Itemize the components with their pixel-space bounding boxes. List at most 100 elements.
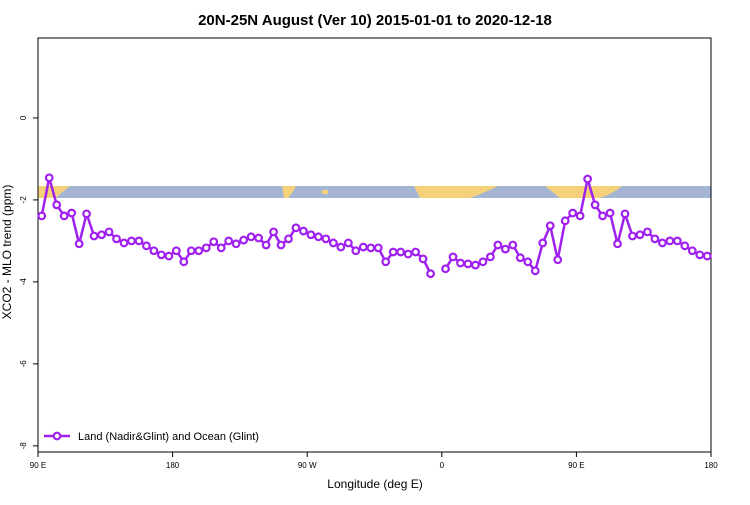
- data-point: [396, 247, 406, 257]
- data-point: [336, 242, 346, 252]
- data-point: [306, 230, 316, 240]
- data-point: [179, 257, 189, 267]
- data-point: [82, 209, 92, 219]
- y-tick-label: 0: [19, 115, 28, 120]
- x-tick-label: 180: [166, 461, 180, 470]
- data-point: [478, 257, 488, 267]
- data-point: [418, 254, 428, 264]
- map-strip: [38, 186, 711, 198]
- data-point: [201, 243, 211, 253]
- data-point: [665, 236, 675, 246]
- data-point: [239, 235, 249, 245]
- data-point: [358, 242, 368, 252]
- legend-label: Land (Nadir&Glint) and Ocean (Glint): [78, 431, 259, 443]
- data-point: [284, 234, 293, 244]
- data-point: [680, 241, 690, 251]
- data-point: [104, 227, 114, 237]
- data-point: [97, 230, 106, 240]
- data-point: [74, 239, 84, 249]
- x-tick-label: 90 E: [568, 461, 584, 470]
- data-point: [261, 240, 271, 250]
- data-point: [276, 240, 286, 250]
- y-tick-label: -8: [19, 442, 28, 450]
- data-point: [112, 234, 121, 244]
- data-point: [687, 246, 697, 256]
- data-point: [568, 208, 578, 218]
- data-point: [456, 258, 465, 268]
- data-point: [545, 221, 555, 231]
- data-point: [343, 238, 353, 248]
- data-point: [702, 251, 712, 261]
- data-point: [628, 231, 637, 241]
- data-point: [156, 250, 166, 260]
- data-point: [127, 236, 136, 246]
- data-point: [224, 236, 234, 246]
- data-point: [575, 211, 585, 221]
- y-tick-label: -6: [19, 360, 28, 368]
- x-tick-label: 180: [704, 461, 718, 470]
- legend: Land (Nadir&Glint) and Ocean (Glint): [44, 431, 259, 443]
- data-point: [590, 200, 600, 210]
- y-tick-label: -4: [19, 278, 28, 286]
- data-point: [351, 246, 361, 256]
- plot-frame: [37, 37, 712, 453]
- data-point: [620, 209, 630, 219]
- x-tick-label: 0: [440, 461, 445, 470]
- y-tick-label: -2: [19, 196, 28, 204]
- data-point: [44, 173, 54, 183]
- data-point: [89, 231, 99, 241]
- data-point: [37, 211, 47, 221]
- data-point: [216, 243, 226, 253]
- data-point: [426, 269, 435, 279]
- data-point: [171, 246, 181, 256]
- x-tick-label: 90 W: [298, 461, 317, 470]
- legend-marker: [52, 431, 62, 441]
- data-point: [194, 246, 204, 256]
- data-point: [142, 241, 151, 251]
- data-point: [613, 239, 622, 249]
- data-point: [52, 200, 62, 210]
- x-tick-label: 90 E: [30, 461, 46, 470]
- data-point: [650, 234, 660, 244]
- data-point: [403, 249, 413, 259]
- y-axis-label: XCO2 - MLO trend (ppm): [0, 185, 14, 320]
- data-point: [246, 232, 256, 242]
- data-point: [59, 211, 69, 221]
- chart-title: 20N-25N August (Ver 10) 2015-01-01 to 20…: [198, 12, 552, 29]
- data-point: [486, 252, 495, 262]
- data-point: [523, 257, 533, 267]
- data-point: [209, 237, 219, 247]
- data-point: [381, 257, 391, 267]
- data-point: [598, 211, 607, 221]
- data-point: [164, 251, 174, 261]
- data-point: [299, 226, 308, 236]
- data-point: [471, 260, 480, 270]
- data-point: [441, 264, 450, 274]
- data-point: [515, 253, 525, 263]
- data-point: [672, 236, 682, 246]
- data-point: [538, 238, 548, 248]
- data-point: [134, 236, 144, 246]
- data-point: [119, 238, 129, 248]
- data-point: [186, 246, 196, 256]
- x-axis-label: Longitude (deg E): [327, 477, 422, 491]
- data-point: [643, 227, 652, 237]
- data-point: [254, 233, 263, 243]
- data-point: [560, 216, 570, 226]
- data-point: [269, 227, 278, 237]
- data-point: [291, 223, 301, 233]
- data-point: [530, 266, 540, 276]
- data-point: [321, 234, 331, 244]
- data-point: [314, 232, 323, 242]
- data-point: [500, 244, 510, 254]
- data-point: [388, 247, 398, 257]
- data-point: [366, 243, 376, 253]
- data-point: [657, 238, 667, 248]
- data-point: [635, 230, 645, 240]
- data-point: [605, 208, 615, 218]
- data-point: [583, 174, 593, 184]
- data-point: [448, 252, 458, 262]
- data-point: [463, 259, 473, 269]
- data-point: [231, 239, 241, 249]
